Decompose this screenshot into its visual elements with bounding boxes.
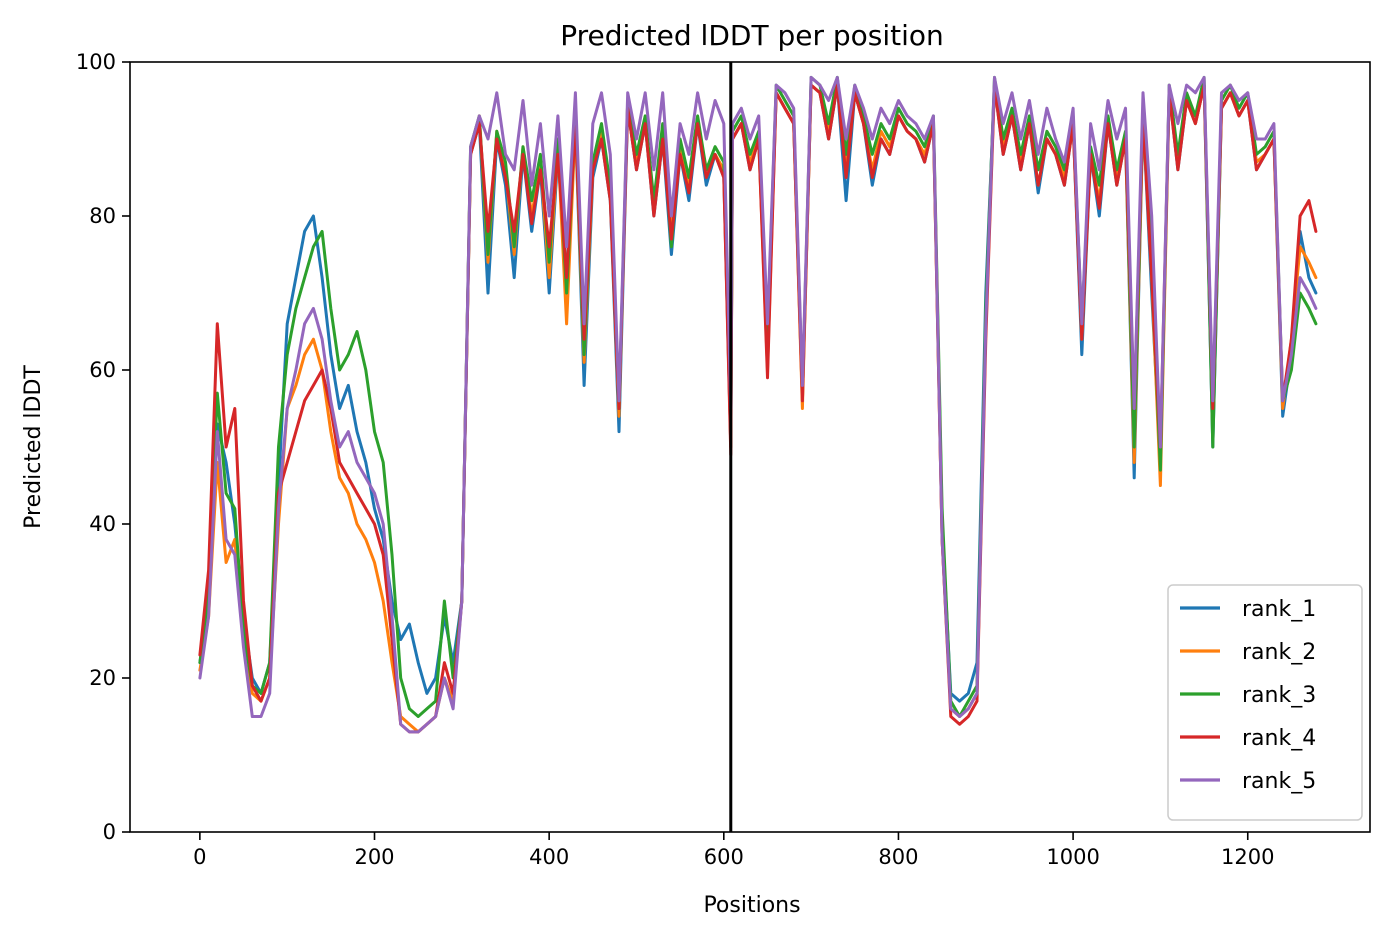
legend-label-rank-5: rank_5 [1242, 769, 1316, 794]
legend-label-rank-2: rank_2 [1242, 640, 1316, 665]
x-tick-label: 1000 [1046, 845, 1099, 869]
x-tick-label: 200 [354, 845, 394, 869]
y-tick-label: 0 [103, 820, 116, 844]
y-tick-label: 60 [89, 358, 116, 382]
x-tick-label: 0 [193, 845, 206, 869]
series-layer [198, 75, 1318, 734]
x-tick-label: 400 [529, 845, 569, 869]
plot-frame [129, 61, 1371, 833]
y-tick-label: 40 [89, 512, 116, 536]
legend-label-rank-4: rank_4 [1242, 726, 1316, 751]
y-tick-label: 80 [89, 204, 116, 228]
chart-title: Predicted lDDT per position [560, 19, 944, 52]
y-axis-label: Predicted lDDT [21, 365, 46, 529]
x-tick-label: 800 [878, 845, 918, 869]
x-axis-label: Positions [703, 893, 800, 918]
series-line-rank-5 [198, 75, 1318, 734]
x-tick-label: 1200 [1221, 845, 1274, 869]
x-axis: 0 200 400 600 800 1000 1200 [193, 832, 1274, 869]
legend-box [1167, 584, 1363, 821]
legend-label-rank-1: rank_1 [1242, 597, 1316, 622]
legend: rank_1 rank_2 rank_3 rank_4 rank_5 [1167, 584, 1363, 821]
x-tick-label: 600 [704, 845, 744, 869]
y-axis: 0 20 40 60 80 100 [76, 50, 130, 844]
legend-label-rank-3: rank_3 [1242, 683, 1316, 708]
y-tick-label: 20 [89, 666, 116, 690]
y-tick-label: 100 [76, 50, 116, 74]
plot-area [129, 61, 1371, 833]
